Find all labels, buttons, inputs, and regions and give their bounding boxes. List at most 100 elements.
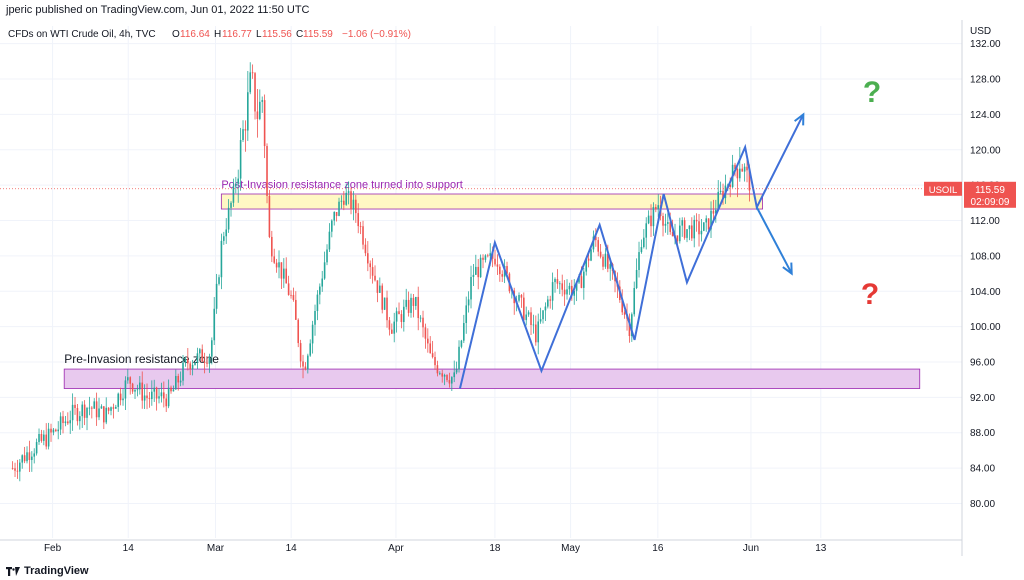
candle-body	[743, 166, 746, 172]
candle-body	[681, 220, 684, 226]
candle-body	[163, 392, 165, 399]
candle-body	[218, 277, 220, 284]
candle-body	[211, 340, 213, 357]
candle-body	[16, 470, 19, 472]
candle-body	[242, 129, 244, 141]
price-badge	[964, 181, 1016, 208]
candle-body	[333, 212, 336, 221]
candle-body	[393, 321, 396, 334]
candle-body	[467, 299, 470, 306]
candle-body	[662, 215, 664, 226]
x-tick-label: 16	[652, 543, 664, 554]
y-tick-label: 128.00	[970, 75, 1001, 86]
candle-body	[285, 268, 288, 284]
x-tick-label: Mar	[207, 543, 225, 554]
candle-body	[424, 327, 427, 339]
candle-body	[338, 201, 340, 216]
candle-body	[201, 349, 204, 362]
candle-body	[244, 129, 247, 131]
x-tick-label: 13	[815, 543, 827, 554]
candle-body	[57, 429, 60, 432]
candle-body	[235, 183, 237, 187]
candle-body	[271, 236, 273, 257]
candle-body	[292, 294, 295, 300]
x-tick-label: Jun	[743, 543, 759, 554]
candle-body	[124, 380, 127, 399]
candle-body	[395, 311, 398, 322]
candle-body	[494, 258, 496, 265]
candle-body	[501, 274, 504, 277]
candle-body	[88, 407, 91, 409]
y-tick-label: 100.00	[970, 322, 1001, 333]
candle-body	[566, 289, 568, 295]
candle-body	[748, 170, 751, 191]
candle-body	[251, 72, 254, 74]
candle-body	[69, 420, 72, 424]
candle-body	[518, 295, 520, 301]
candle-body	[525, 314, 528, 321]
candle-body	[160, 392, 163, 397]
candle-body	[79, 416, 81, 422]
candle-body	[23, 455, 26, 462]
candle-body	[523, 297, 525, 321]
candle-body	[715, 209, 717, 214]
candle-body	[506, 266, 508, 274]
candle-body	[62, 416, 64, 424]
candle-body	[451, 377, 453, 384]
candle-body	[76, 408, 79, 422]
tradingview-logo[interactable]: TradingView	[6, 565, 89, 577]
candle-body	[734, 164, 736, 170]
candle-body	[487, 255, 489, 257]
candle-body	[415, 296, 417, 306]
candle-body	[93, 401, 96, 409]
candle-body	[578, 276, 580, 283]
candle-body	[410, 297, 412, 313]
candle-body	[369, 263, 372, 268]
y-tick-label: 96.00	[970, 358, 995, 369]
candle-body	[215, 283, 218, 309]
candle-body	[299, 343, 302, 362]
candle-body	[655, 207, 657, 210]
candle-body	[343, 200, 345, 205]
candle-body	[427, 338, 429, 344]
tradingview-brand: TradingView	[24, 565, 89, 577]
candle-body	[436, 365, 439, 374]
candle-body	[580, 276, 583, 288]
candle-body	[621, 300, 624, 313]
candle-body	[91, 407, 93, 409]
candle-body	[112, 407, 115, 409]
candle-body	[117, 393, 120, 407]
candle-body	[559, 283, 561, 285]
last-price-label: 115.59	[975, 185, 1005, 196]
candle-body	[40, 434, 43, 441]
candle-body	[499, 266, 501, 275]
candle-body	[328, 231, 331, 250]
candle-body	[664, 223, 667, 226]
candle-body	[347, 191, 350, 193]
candle-body	[321, 278, 324, 287]
legend-h-label: H	[214, 29, 221, 40]
candle-body	[107, 407, 110, 411]
candle-body	[475, 266, 477, 275]
candle-body	[722, 190, 724, 199]
arrow-down-line	[755, 206, 793, 275]
legend-l-value: 115.56	[262, 29, 292, 40]
candle-body	[472, 274, 475, 277]
candle-body	[686, 229, 688, 238]
candle-body	[275, 262, 278, 268]
candle-body	[146, 395, 148, 399]
candle-body	[585, 258, 588, 272]
candle-body	[407, 299, 410, 313]
candle-body	[652, 207, 655, 227]
candle-body	[496, 264, 499, 267]
legend-symbol: CFDs on WTI Crude Oil, 4h, TVC	[8, 29, 156, 40]
candle-body	[479, 257, 482, 278]
candle-body	[676, 235, 679, 242]
candle-body	[67, 421, 69, 424]
candle-body	[59, 416, 62, 430]
candle-body	[352, 199, 355, 210]
candle-body	[268, 195, 271, 237]
candle-body	[323, 262, 326, 279]
candle-body	[604, 253, 607, 267]
